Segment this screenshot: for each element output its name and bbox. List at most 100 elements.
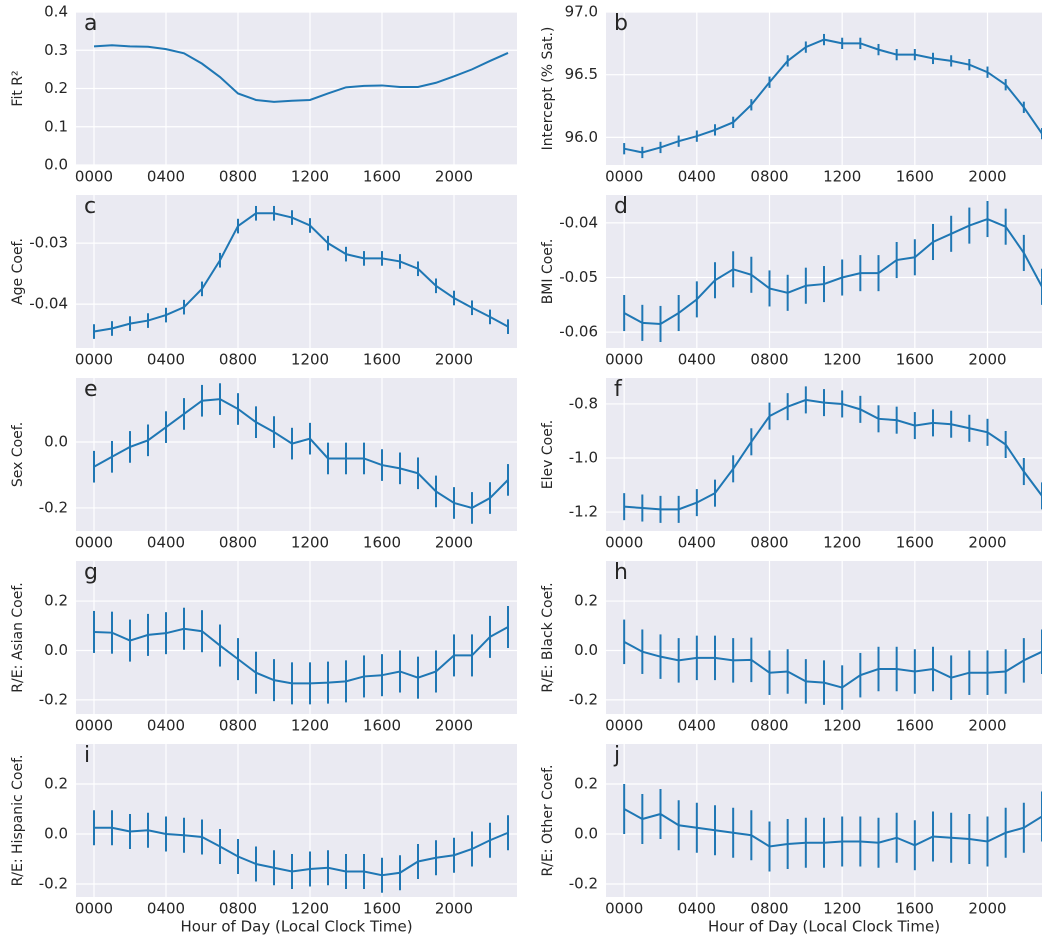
panel-letter: h	[614, 560, 628, 585]
y-tick-label: -0.2	[39, 690, 68, 708]
panel: -0.2 0.0 0.2 0000 0400 0800 1200 1600 2000 h R/E: …	[540, 560, 1042, 735]
y-tick-label: 0.1	[44, 117, 68, 135]
x-tick-label: 1600	[896, 900, 934, 918]
x-tick-label: 1600	[363, 717, 401, 735]
y-tick-label: 96.5	[565, 65, 598, 83]
y-tick-label: -0.05	[559, 268, 598, 286]
panel: -0.2 0.0 0.2 0000 0400 0800 1200 1600 2000 j R/E: …	[540, 743, 1042, 936]
x-tick-label: 2000	[435, 351, 473, 369]
y-tick-label: 0.0	[44, 641, 68, 659]
panel: -0.2 0.0 0.2 0000 0400 0800 1200 1600 2000 g R/E: …	[10, 560, 517, 735]
panel: -0.06 -0.05 -0.04 0000 0400 0800 1200 1600 2000 d…	[540, 194, 1042, 369]
x-tick-label: 0400	[147, 351, 185, 369]
x-tick-label: 0800	[219, 900, 257, 918]
data-line	[93, 212, 509, 333]
y-tick-label: 0.2	[574, 775, 598, 793]
x-tick-label: 1600	[896, 168, 934, 186]
panel: -0.2 0.0 0000 0400 0800 1200 1600 2000 e Sex Coef…	[10, 377, 517, 552]
y-axis-label: BMI Coef.	[540, 239, 556, 305]
x-tick-label: 0400	[147, 168, 185, 186]
y-tick-label: -0.04	[559, 213, 598, 231]
data-line	[93, 44, 509, 103]
plot-area	[76, 744, 517, 897]
y-tick-label: -1.0	[569, 449, 598, 467]
x-tick-label: 2000	[968, 900, 1006, 918]
plot-area	[76, 195, 517, 348]
panel: 96.0 96.5 97.0 0000 0400 0800 1200 1600 2000 b Int…	[540, 3, 1042, 186]
x-tick-label: 1200	[823, 717, 861, 735]
panel: -1.2 -1.0 -0.8 0000 0400 0800 1200 1600 2000 f Ele…	[540, 377, 1042, 552]
x-tick-label: 1600	[363, 351, 401, 369]
x-tick-label: 0800	[750, 717, 788, 735]
x-tick-label: 0400	[678, 534, 716, 552]
x-tick-label: 0400	[678, 168, 716, 186]
x-tick-label: 1200	[823, 900, 861, 918]
x-tick-label: 0800	[219, 168, 257, 186]
plot-area	[76, 561, 517, 714]
y-tick-label: -0.8	[569, 394, 598, 412]
x-tick-label: 2000	[968, 534, 1006, 552]
y-axis-label: Fit R²	[10, 70, 26, 106]
x-tick-label: 0000	[75, 717, 113, 735]
data-line	[93, 398, 509, 509]
panel-letter: a	[84, 11, 97, 36]
data-line	[623, 217, 1042, 325]
x-tick-label: 0400	[678, 351, 716, 369]
x-tick-label: 0400	[678, 900, 716, 918]
y-tick-label: -0.2	[39, 875, 68, 893]
y-tick-label: -0.2	[569, 875, 598, 893]
y-tick-label: -0.06	[559, 323, 598, 341]
panel: -0.2 0.0 0.2 0000 0400 0800 1200 1600 2000 i R/E: …	[10, 743, 517, 936]
x-tick-label: 0400	[678, 717, 716, 735]
y-axis-label: R/E: Hispanic Coef.	[10, 755, 26, 887]
y-axis-label: Intercept (% Sat.)	[540, 27, 556, 151]
x-tick-label: 0800	[219, 534, 257, 552]
x-tick-label: 1600	[896, 351, 934, 369]
panel: 0.0 0.1 0.2 0.3 0.4 0000 0400 0800 1200 1600 2000 a…	[10, 3, 517, 186]
panel-letter: e	[84, 377, 98, 402]
data-line	[624, 398, 1042, 511]
panel-letter: f	[614, 377, 623, 402]
y-tick-label: 0.2	[44, 592, 68, 610]
y-tick-label: -1.2	[569, 503, 598, 521]
x-tick-label: 1600	[896, 534, 934, 552]
x-tick-label: 1600	[363, 900, 401, 918]
plot-area	[76, 378, 517, 531]
x-tick-label: 1200	[291, 717, 329, 735]
panel: -0.04 -0.03 0000 0400 0800 1200 1600 2000 c Age C…	[10, 194, 517, 369]
y-tick-label: 96.0	[565, 128, 598, 146]
panel-letter: g	[84, 560, 98, 585]
x-tick-label: 1200	[291, 534, 329, 552]
panel-letter: b	[614, 11, 628, 36]
data-line	[94, 826, 509, 877]
y-axis-label: Age Coef.	[10, 238, 26, 305]
y-axis-label: Elev Coef.	[540, 420, 556, 489]
x-tick-label: 2000	[435, 900, 473, 918]
x-tick-label: 1200	[291, 351, 329, 369]
x-tick-label: 1600	[363, 168, 401, 186]
data-line	[623, 808, 1042, 848]
x-tick-label: 2000	[435, 534, 473, 552]
panel-letter: j	[613, 743, 620, 768]
x-tick-label: 1600	[896, 717, 934, 735]
x-tick-label: 0000	[605, 717, 643, 735]
y-tick-label: 0.0	[44, 432, 68, 450]
x-tick-label: 0400	[147, 717, 185, 735]
x-tick-label: 0000	[605, 168, 643, 186]
y-tick-label: 0.0	[574, 641, 598, 659]
y-axis-label: R/E: Black Coef.	[540, 582, 556, 692]
y-tick-label: 97.0	[565, 3, 598, 21]
x-tick-label: 0800	[219, 351, 257, 369]
y-tick-label: -0.2	[39, 498, 68, 516]
x-tick-label: 0000	[75, 168, 113, 186]
x-tick-label: 1200	[823, 168, 861, 186]
panel-letter: c	[84, 194, 96, 219]
y-tick-label: -0.2	[569, 690, 598, 708]
y-tick-label: -0.03	[29, 234, 68, 252]
y-tick-label: 0.0	[574, 825, 598, 843]
y-tick-label: 0.2	[574, 592, 598, 610]
x-tick-label: 0800	[750, 534, 788, 552]
x-tick-label: 0800	[750, 168, 788, 186]
x-axis-label: Hour of Day (Local Clock Time)	[708, 918, 940, 936]
